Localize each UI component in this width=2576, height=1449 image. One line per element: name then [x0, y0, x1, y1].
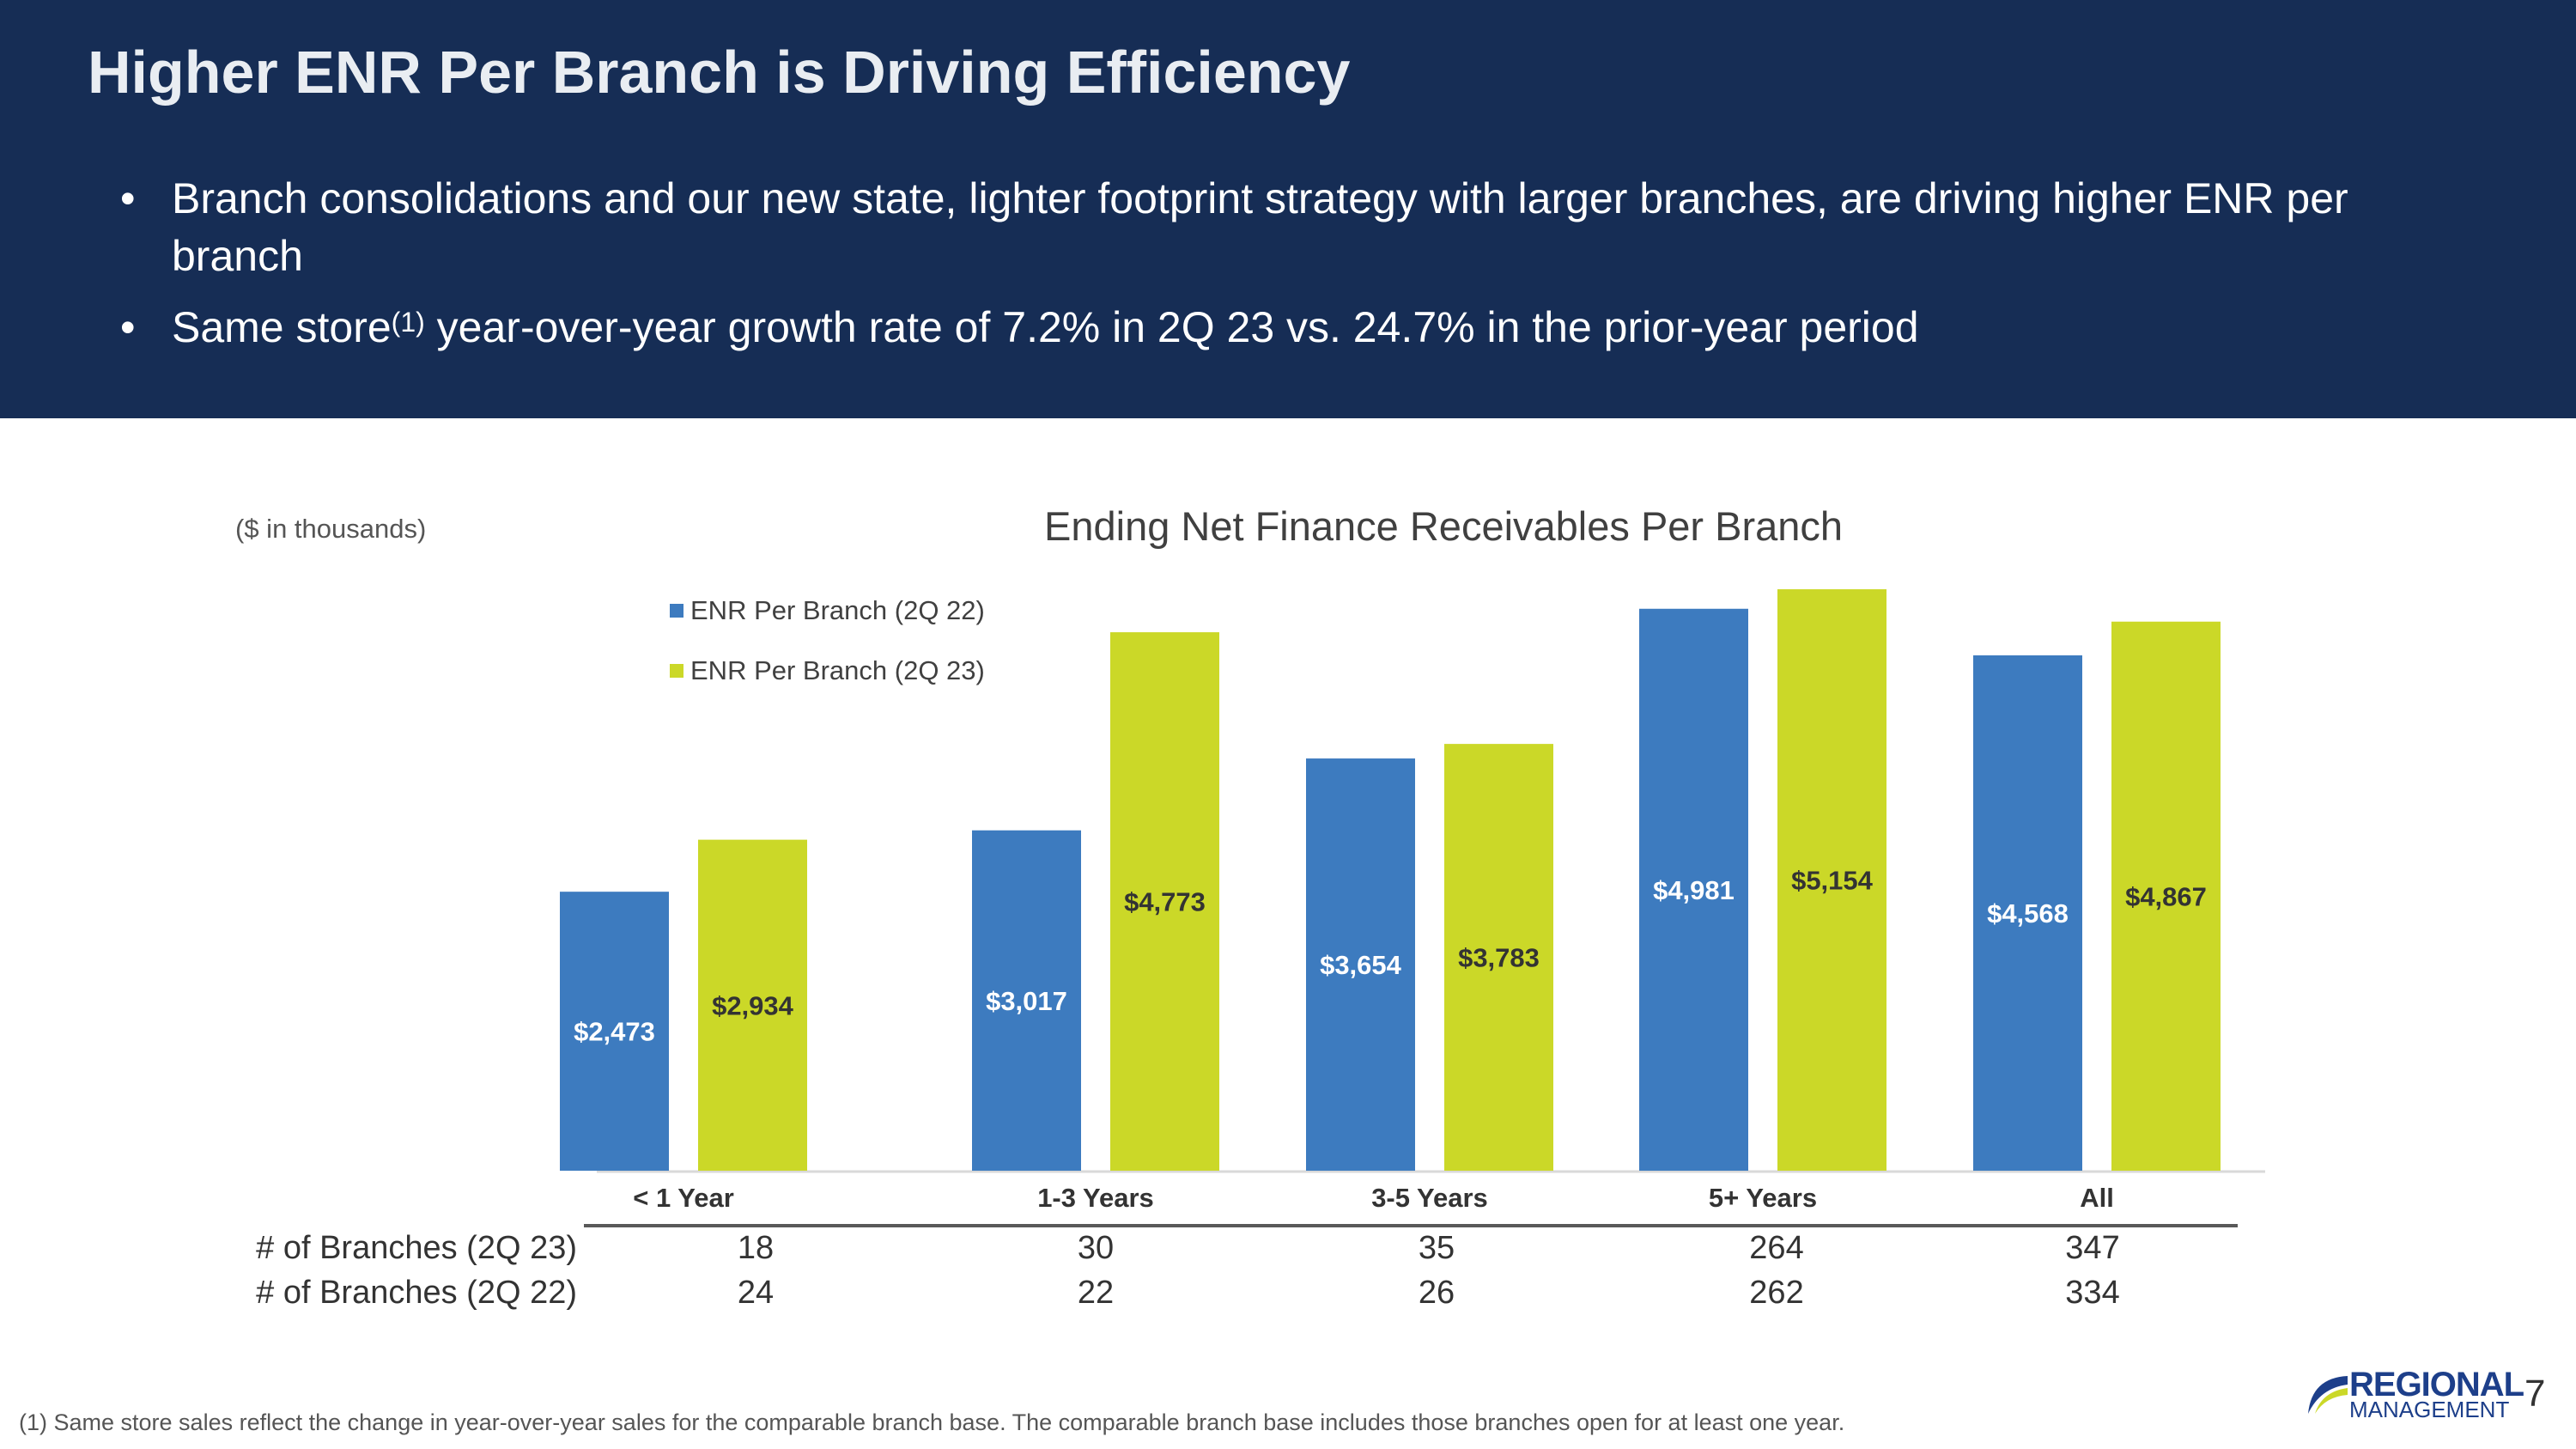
page-title: Higher ENR Per Branch is Driving Efficie…	[88, 39, 1351, 106]
bar-2q23	[698, 839, 807, 1171]
bullet-list: • Branch consolidations and our new stat…	[120, 170, 2456, 370]
regional-management-logo: REGIONAL MANAGEMENT	[2303, 1366, 2524, 1422]
data-label: $4,981	[1653, 875, 1735, 905]
bullet-text-pre: Same store	[172, 303, 392, 351]
legend-item-2q23: ENR Per Branch (2Q 23)	[670, 641, 985, 701]
data-label: $2,934	[712, 990, 794, 1020]
bar-2q23	[2111, 621, 2221, 1171]
bar-2q22	[560, 892, 669, 1171]
legend-item-2q22: ENR Per Branch (2Q 22)	[670, 581, 985, 641]
bullet-item: • Branch consolidations and our new stat…	[120, 170, 2456, 285]
x-tick-label: All	[2080, 1183, 2114, 1213]
x-tick-label: 3-5 Years	[1371, 1183, 1488, 1213]
table-cell: 262	[1749, 1275, 1804, 1311]
table-cell: 18	[737, 1230, 775, 1266]
row-label: # of Branches (2Q 22)	[256, 1275, 577, 1311]
table-cell: 30	[1077, 1230, 1115, 1266]
table-cell: 22	[1077, 1275, 1115, 1311]
logo-text-regional: REGIONAL	[2349, 1366, 2524, 1403]
footnote-ref: (1)	[391, 307, 425, 338]
logo-text-management: MANAGEMENT	[2349, 1397, 2510, 1422]
table-cell: 24	[737, 1275, 775, 1311]
bar-2q22	[1639, 608, 1748, 1171]
table-cell: 35	[1418, 1230, 1455, 1266]
data-label: $3,783	[1458, 943, 1540, 973]
branch-row-2q23: # of Branches (2Q 23) 18 30 35 264 347	[0, 1230, 2576, 1275]
row-label: # of Branches (2Q 23)	[256, 1230, 577, 1266]
data-label: $3,017	[986, 986, 1067, 1016]
bullet-text-post: year-over-year growth rate of 7.2% in 2Q…	[424, 303, 1919, 351]
data-label: $3,654	[1320, 950, 1402, 980]
bar-2q22	[1306, 758, 1415, 1171]
legend-label-2q22: ENR Per Branch (2Q 22)	[690, 595, 985, 625]
bullet-dot: •	[120, 174, 136, 222]
bar-2q22	[972, 830, 1081, 1171]
legend-swatch-2q23	[670, 664, 683, 678]
bar-2q23	[1444, 744, 1553, 1171]
branch-row-2q22: # of Branches (2Q 22) 24 22 26 262 334	[0, 1275, 2576, 1319]
chart-title: Ending Net Finance Receivables Per Branc…	[1044, 503, 1844, 549]
logo-swoosh-icon	[2308, 1376, 2348, 1414]
bar-2q23	[1110, 632, 1219, 1171]
page-number: 7	[2524, 1373, 2546, 1415]
x-tick-label: < 1 Year	[633, 1183, 734, 1213]
legend-swatch-2q22	[670, 604, 683, 618]
data-label: $4,867	[2125, 881, 2207, 911]
bar-2q23	[1777, 589, 1886, 1171]
footnote: (1) Same store sales reflect the change …	[19, 1409, 1845, 1435]
table-cell: 26	[1418, 1275, 1455, 1311]
bar-2q22	[1973, 655, 2082, 1171]
table-cell: 334	[2065, 1275, 2120, 1311]
units-note: ($ in thousands)	[235, 514, 427, 544]
data-label: $4,773	[1124, 887, 1206, 917]
legend-label-2q23: ENR Per Branch (2Q 23)	[690, 655, 985, 685]
bullet-text: Branch consolidations and our new state,…	[172, 174, 2348, 280]
data-label: $4,568	[1987, 898, 2069, 928]
chart-legend: ENR Per Branch (2Q 22) ENR Per Branch (2…	[670, 581, 985, 701]
bullet-dot: •	[120, 303, 136, 351]
table-cell: 264	[1749, 1230, 1804, 1266]
x-tick-label: 1-3 Years	[1037, 1183, 1154, 1213]
data-label: $5,154	[1791, 866, 1874, 896]
bullet-item: • Same store(1) year-over-year growth ra…	[120, 299, 2456, 356]
table-cell: 347	[2065, 1230, 2120, 1266]
data-label: $2,473	[574, 1017, 655, 1047]
x-tick-label: 5+ Years	[1709, 1183, 1817, 1213]
header-banner: Higher ENR Per Branch is Driving Efficie…	[0, 0, 2576, 418]
